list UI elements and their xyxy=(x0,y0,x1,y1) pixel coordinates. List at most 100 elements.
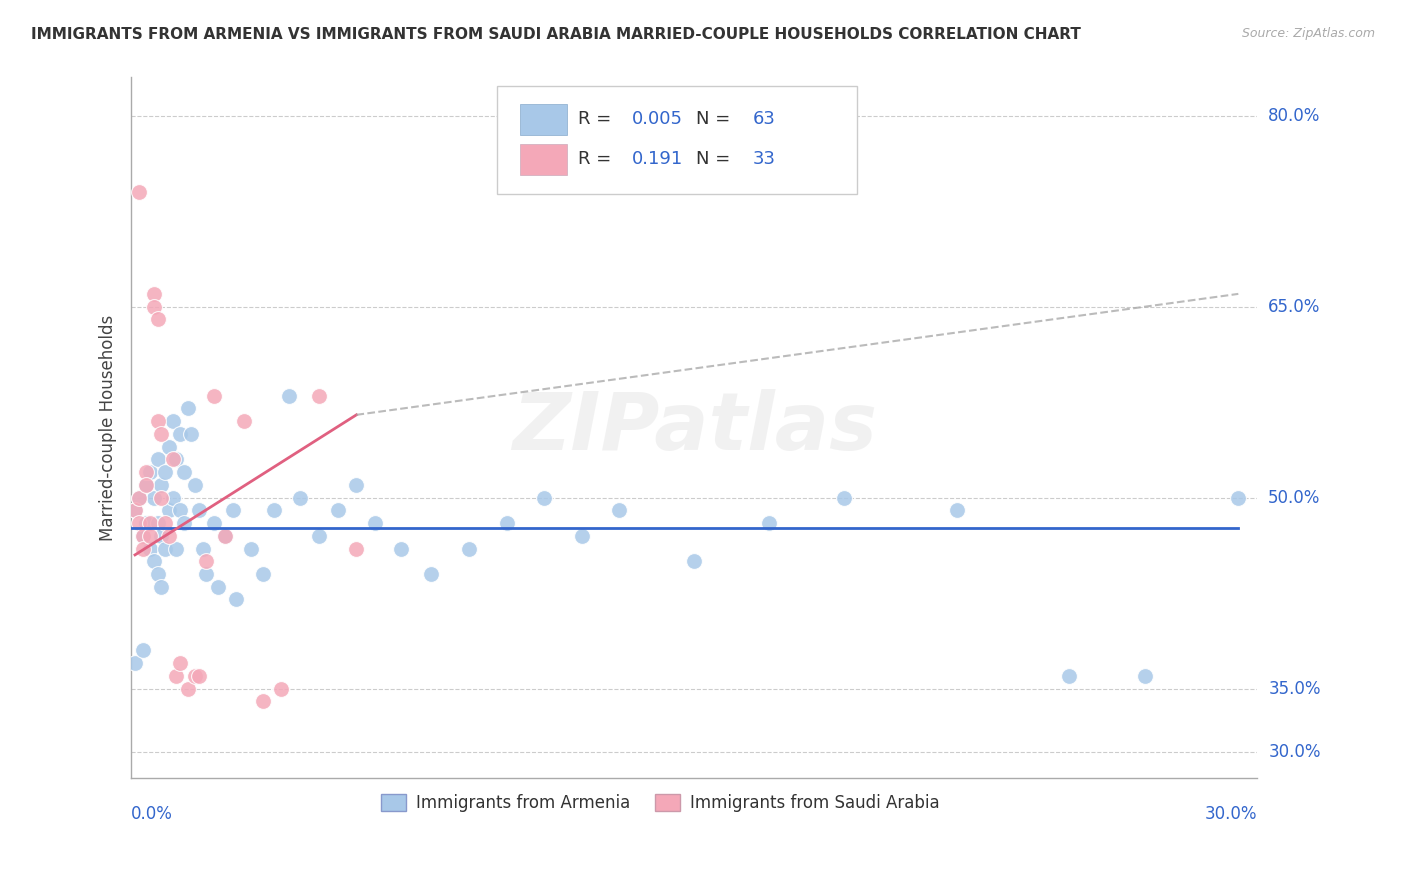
Point xyxy=(150,491,173,505)
Point xyxy=(758,516,780,530)
Point xyxy=(214,529,236,543)
Text: IMMIGRANTS FROM ARMENIA VS IMMIGRANTS FROM SAUDI ARABIA MARRIED-COUPLE HOUSEHOLD: IMMIGRANTS FROM ARMENIA VS IMMIGRANTS FR… xyxy=(31,27,1081,42)
Text: 30.0%: 30.0% xyxy=(1268,743,1320,761)
Point xyxy=(153,516,176,530)
Point xyxy=(150,580,173,594)
Point xyxy=(832,491,855,505)
Point xyxy=(142,554,165,568)
Text: 63: 63 xyxy=(752,111,776,128)
Point xyxy=(153,541,176,556)
Text: Source: ZipAtlas.com: Source: ZipAtlas.com xyxy=(1241,27,1375,40)
FancyBboxPatch shape xyxy=(520,104,567,135)
Point xyxy=(277,389,299,403)
Point xyxy=(308,529,330,543)
Point xyxy=(187,860,209,874)
Point xyxy=(142,491,165,505)
Point xyxy=(150,478,173,492)
Legend: Immigrants from Armenia, Immigrants from Saudi Arabia: Immigrants from Armenia, Immigrants from… xyxy=(374,787,946,818)
Point xyxy=(187,669,209,683)
Point xyxy=(142,300,165,314)
Point xyxy=(946,503,969,517)
Point xyxy=(180,426,202,441)
Point xyxy=(124,656,146,670)
Point xyxy=(169,426,191,441)
Point xyxy=(391,541,413,556)
Point xyxy=(458,541,481,556)
Point xyxy=(162,414,184,428)
Point xyxy=(607,503,630,517)
Point xyxy=(195,554,218,568)
Point xyxy=(533,491,555,505)
Point xyxy=(202,516,225,530)
Text: R =: R = xyxy=(578,111,617,128)
Point xyxy=(571,529,593,543)
Point xyxy=(495,516,517,530)
Text: 33: 33 xyxy=(752,151,776,169)
Point xyxy=(128,185,150,199)
Point xyxy=(139,516,162,530)
Point xyxy=(157,529,180,543)
Point xyxy=(308,389,330,403)
Point xyxy=(146,516,169,530)
Point xyxy=(288,491,311,505)
Point xyxy=(162,491,184,505)
Point xyxy=(364,516,387,530)
Point xyxy=(184,669,207,683)
Point xyxy=(221,503,243,517)
Point xyxy=(162,452,184,467)
Text: ZIPatlas: ZIPatlas xyxy=(512,389,877,467)
Point xyxy=(128,491,150,505)
Point xyxy=(150,529,173,543)
Point xyxy=(240,541,263,556)
Point xyxy=(131,643,153,657)
Text: 80.0%: 80.0% xyxy=(1268,107,1320,125)
Point xyxy=(124,503,146,517)
Point xyxy=(1133,669,1156,683)
Y-axis label: Married-couple Households: Married-couple Households xyxy=(100,315,117,541)
Point xyxy=(270,681,292,696)
Point xyxy=(165,452,187,467)
Text: 30.0%: 30.0% xyxy=(1205,805,1257,823)
Point xyxy=(184,478,207,492)
Point xyxy=(173,516,195,530)
Text: N =: N = xyxy=(696,151,737,169)
Point xyxy=(1227,491,1250,505)
Point xyxy=(150,426,173,441)
Point xyxy=(214,529,236,543)
Point xyxy=(225,592,247,607)
Point xyxy=(683,554,706,568)
Point xyxy=(146,452,169,467)
Text: 0.191: 0.191 xyxy=(633,151,683,169)
Point xyxy=(128,516,150,530)
Point xyxy=(146,414,169,428)
Text: 0.0%: 0.0% xyxy=(131,805,173,823)
Point xyxy=(176,401,198,416)
Point xyxy=(173,465,195,479)
Point xyxy=(124,503,146,517)
Point xyxy=(142,286,165,301)
Point xyxy=(139,465,162,479)
Point xyxy=(131,541,153,556)
Point xyxy=(326,503,349,517)
Point xyxy=(252,694,274,708)
Point xyxy=(344,541,367,556)
Point xyxy=(169,656,191,670)
Point xyxy=(169,503,191,517)
Point xyxy=(131,529,153,543)
Point xyxy=(195,566,218,581)
Point xyxy=(135,478,157,492)
Point xyxy=(263,503,285,517)
Point xyxy=(165,541,187,556)
Point xyxy=(135,478,157,492)
Text: N =: N = xyxy=(696,111,737,128)
Point xyxy=(135,465,157,479)
Point xyxy=(157,440,180,454)
Point xyxy=(157,503,180,517)
Point xyxy=(135,516,157,530)
Text: 50.0%: 50.0% xyxy=(1268,489,1320,507)
Point xyxy=(420,566,443,581)
Point xyxy=(153,465,176,479)
Point xyxy=(202,389,225,403)
Point xyxy=(207,580,229,594)
Text: R =: R = xyxy=(578,151,623,169)
